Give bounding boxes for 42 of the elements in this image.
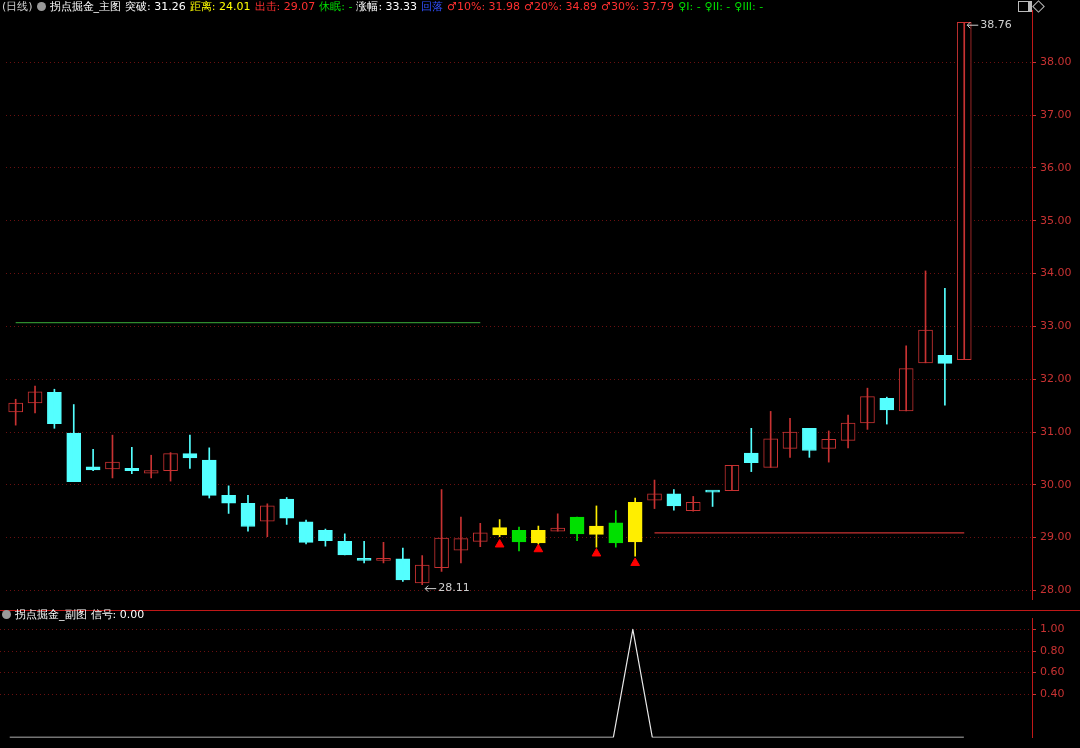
point <box>494 538 505 548</box>
y-tick-label: 31.00 <box>1040 424 1072 438</box>
y-tick-label: 30.00 <box>1040 477 1072 491</box>
annotation: ♀I: - <box>678 0 701 13</box>
annotation: 出击: 29.07 <box>254 0 316 13</box>
point <box>630 557 640 566</box>
chart-title: 拐点掘金_主图 <box>49 0 122 13</box>
annotation: ♀III: - <box>734 0 764 13</box>
candlestick <box>550 513 566 532</box>
point <box>591 547 602 557</box>
y-tick-label: 38.00 <box>1040 55 1072 69</box>
y-tick-label: 36.00 <box>1040 160 1072 174</box>
candlestick <box>124 446 140 475</box>
point <box>533 543 544 553</box>
chart-title: 拐点掘金_副图 <box>15 608 87 621</box>
y-tick-label: 32.00 <box>1040 372 1072 386</box>
y-tick-label: 0.40 <box>1040 687 1065 701</box>
y-tick-label: 33.00 <box>1040 319 1072 333</box>
annotation: 38.76 <box>980 18 1012 32</box>
annotation: 涨幅: 33.33 <box>356 0 418 13</box>
annotation: ♀II: - <box>704 0 731 13</box>
y-tick-label: 35.00 <box>1040 213 1072 227</box>
annotation: 信号: 0.00 <box>90 608 145 621</box>
y-tick-label: 37.00 <box>1040 108 1072 122</box>
annotation: ♂10%: 31.98 <box>447 0 521 13</box>
y-tick-label: 0.60 <box>1040 665 1065 679</box>
y-tick-label: 1.00 <box>1040 622 1065 636</box>
annotation: 回落 <box>421 0 444 13</box>
annotation: ♂30%: 37.79 <box>601 0 675 13</box>
annotation: 突破: 31.26 <box>125 0 186 13</box>
y-tick-label: 34.00 <box>1040 266 1072 280</box>
candlestick <box>356 540 372 564</box>
y-tick-label: 29.00 <box>1040 530 1072 544</box>
annotation: ♂20%: 34.89 <box>524 0 598 13</box>
y-tick-label: 28.00 <box>1040 583 1072 597</box>
y-tick-label: 0.80 <box>1040 643 1065 657</box>
candlestick <box>143 454 159 479</box>
annotation: (日线) <box>2 0 33 13</box>
annotation: 距离: 24.01 <box>189 0 251 13</box>
annotation: 28.11 <box>438 581 470 595</box>
annotation: 休眠: - <box>319 0 353 13</box>
candlestick <box>821 430 837 463</box>
